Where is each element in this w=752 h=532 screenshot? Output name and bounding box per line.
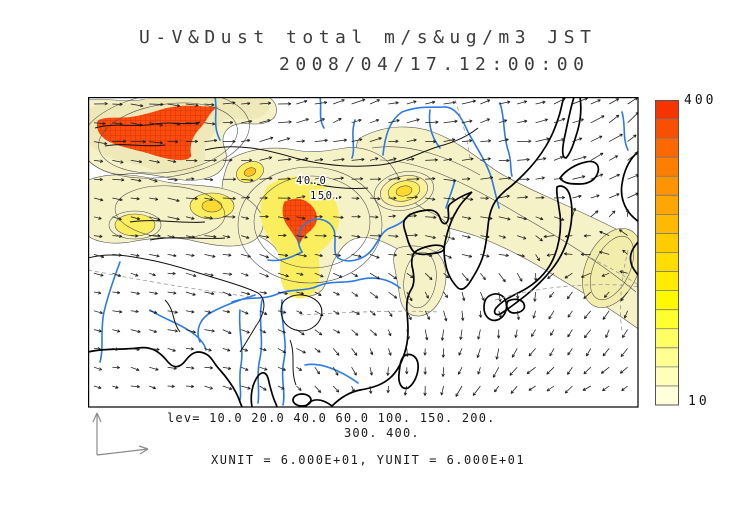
reference-axes-icon [92, 412, 149, 456]
contour-levels-line2: 300. 400. [344, 426, 420, 440]
plot-title: U-V&Dust total m/s&ug/m3 JST [139, 27, 597, 48]
units-line: XUNIT = 6.000E+01, YUNIT = 6.000E+01 [211, 453, 526, 467]
coastlines [88, 97, 639, 407]
svg-text:150.: 150. [310, 190, 341, 202]
colorbar-min-label: 10 [688, 394, 710, 409]
contour-labels: 40.0 150. [295, 174, 342, 204]
contour-lines [88, 97, 637, 309]
map-panel: 40.0 150. [88, 97, 639, 408]
wind-vector-field [93, 97, 639, 397]
map-frame [88, 97, 639, 408]
svg-text:40.0: 40.0 [296, 175, 327, 187]
dust-shading-red-cores [88, 97, 340, 288]
colorbar-max-label: 400 [684, 93, 717, 108]
colorbar [655, 100, 679, 406]
plot-datetime: 2008/04/17.12:00:00 [279, 54, 590, 75]
contour-levels-line1: lev= 10.0 20.0 40.0 60.0 100. 150. 200. [167, 411, 496, 425]
